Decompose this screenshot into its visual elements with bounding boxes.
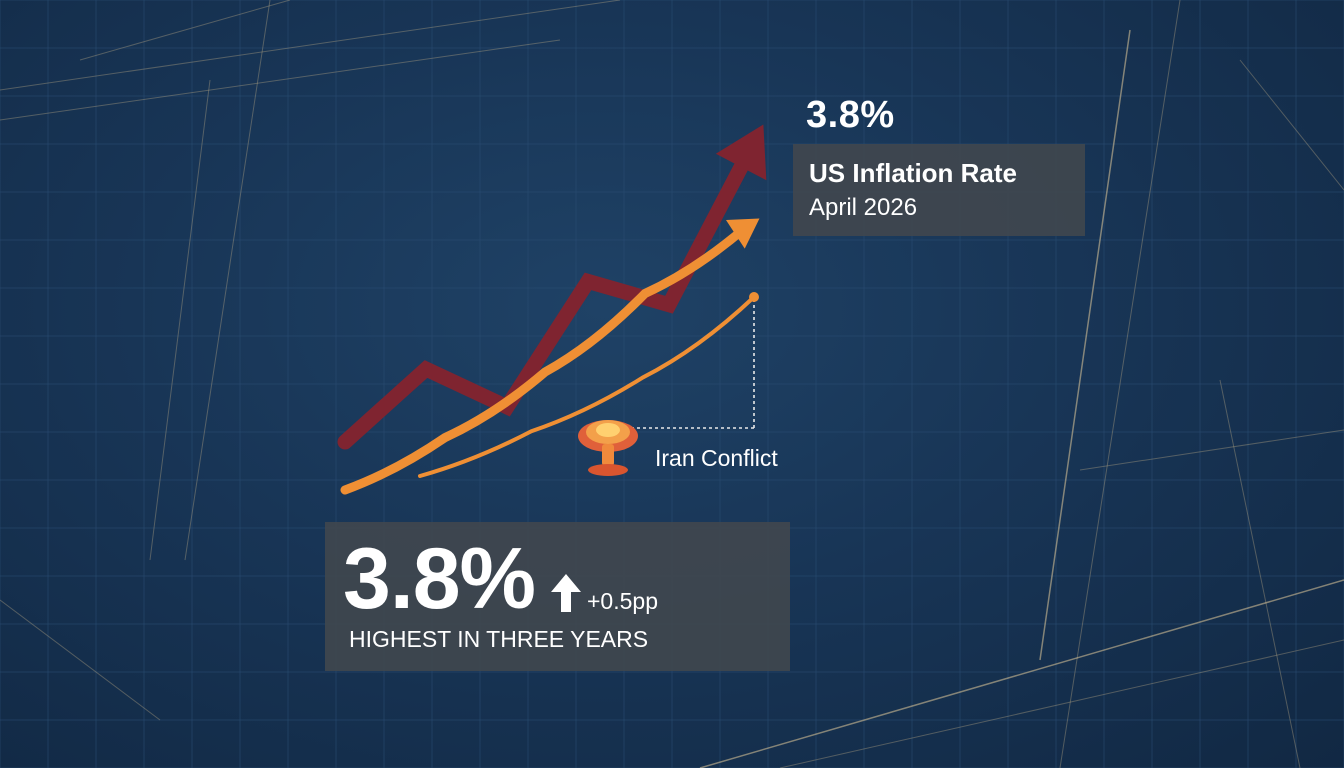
series-dark-red-line (337, 142, 758, 450)
stat-change: +0.5pp (587, 588, 658, 614)
event-marker-guide (604, 292, 759, 429)
stat-value: 3.8% (343, 531, 536, 627)
series-orange-arrowhead (725, 218, 760, 249)
series-dark-red-arrowhead (715, 124, 767, 181)
headline-value: 3.8% (806, 94, 895, 136)
info-title: US Inflation Rate (809, 158, 1018, 188)
stat-caption: HIGHEST IN THREE YEARS (349, 626, 649, 652)
series-orange-line (340, 223, 750, 495)
event-label: Iran Conflict (655, 445, 778, 471)
series-orange-thin-line (418, 295, 756, 478)
mushroom-cloud-icon (578, 420, 638, 476)
up-arrow-icon (551, 574, 581, 612)
chart-lines (337, 124, 767, 495)
info-date: April 2026 (809, 194, 918, 221)
stat-panel: 3.8% +0.5pp HIGHEST IN THREE YEARS (325, 522, 790, 671)
info-panel: US Inflation Rate April 2026 (793, 144, 1085, 236)
